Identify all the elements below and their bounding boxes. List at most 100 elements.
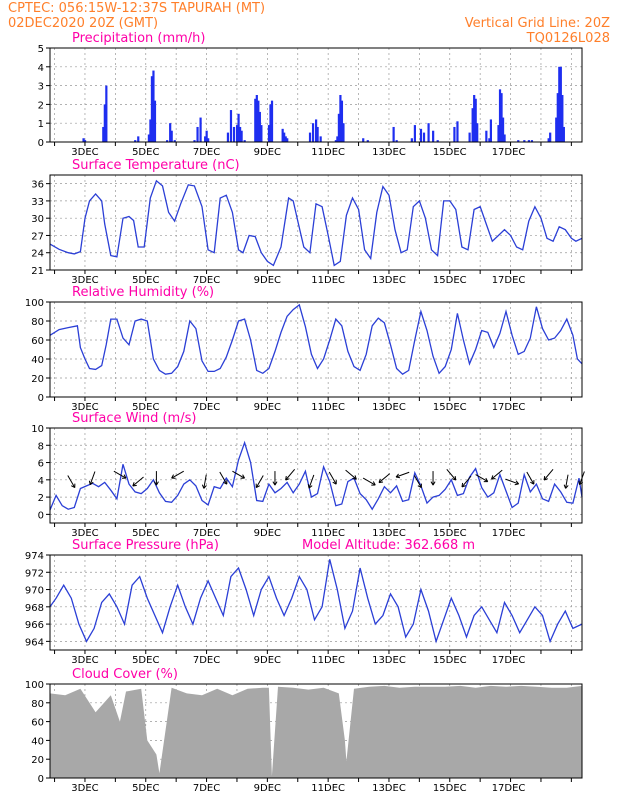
x-tick-label: 17DEC	[492, 147, 526, 158]
precip-bar	[226, 132, 230, 142]
precip-bar	[319, 136, 322, 142]
wind-arrow	[345, 469, 357, 480]
y-tick-label: 0	[38, 393, 44, 404]
wind-arrow-head	[530, 480, 535, 485]
panel-frame	[49, 427, 583, 524]
x-tick-label: 11DEC	[311, 275, 345, 286]
precip-bar	[137, 136, 140, 142]
wind-arrow	[67, 475, 76, 488]
precip-bar	[173, 140, 176, 142]
wind-arrow-head	[563, 484, 569, 489]
wind-arrow-head	[201, 484, 207, 489]
precip-bar	[199, 117, 202, 142]
precip-bar	[517, 140, 520, 142]
x-tick-label: 9DEC	[254, 147, 281, 158]
x-tick-label: 3DEC	[71, 275, 98, 286]
x-tick-label: 7DEC	[193, 275, 220, 286]
panel-frame	[49, 47, 583, 143]
wind-arrow	[475, 474, 488, 483]
x-tick-label: 11DEC	[311, 655, 345, 666]
precip-bar	[196, 126, 199, 142]
x-tick-label: 15DEC	[433, 402, 467, 413]
precip-bar	[419, 128, 423, 142]
y-tick-label: 40	[31, 355, 44, 366]
y-tick-label: 33	[31, 197, 44, 208]
wind-arrow	[255, 475, 264, 488]
y-tick-label: 100	[25, 298, 44, 309]
precip-bar	[340, 100, 344, 142]
precip-bar	[204, 136, 207, 142]
precip-bar	[315, 119, 318, 142]
wind-arrow-head	[307, 484, 313, 489]
y-tick-label: 8	[38, 441, 44, 452]
y-tick-label: 21	[31, 266, 44, 277]
precip-bar	[366, 140, 369, 142]
precip-bar	[284, 136, 287, 142]
y-tick-label: 40	[31, 736, 44, 747]
wind-arrow-head	[430, 481, 436, 486]
precip-bar	[105, 85, 108, 142]
precip-bar	[497, 125, 500, 142]
precip-bar	[152, 70, 155, 142]
x-tick-label: 5DEC	[132, 528, 159, 539]
precip-bar	[558, 66, 561, 142]
x-tick-label: 5DEC	[132, 655, 159, 666]
x-tick-label: 15DEC	[433, 783, 467, 794]
precip-bar	[235, 125, 239, 142]
wind-arrow-head	[483, 477, 489, 483]
precip-bar	[193, 140, 196, 142]
precip-bar	[166, 140, 169, 142]
cloud-cover-area	[50, 685, 582, 778]
precip-bar	[474, 98, 477, 142]
y-tick-label: 4	[38, 63, 44, 74]
y-tick-label: 0	[38, 138, 44, 149]
y-tick-label: 6	[38, 459, 44, 470]
wind-arrow-head	[352, 475, 357, 480]
y-tick-label: 60	[31, 718, 44, 729]
x-tick-label: 17DEC	[492, 275, 526, 286]
precip-bar	[410, 138, 413, 142]
precip-bar	[473, 95, 476, 142]
panel-frame	[49, 301, 583, 398]
precip-bar	[149, 119, 152, 142]
wind-arrow	[203, 474, 207, 489]
precip-bar	[342, 123, 345, 142]
y-tick-label: 972	[25, 568, 44, 579]
precip-bar	[153, 100, 157, 142]
precip-bar	[232, 126, 236, 142]
y-tick-label: 1	[38, 119, 44, 130]
y-tick-label: 0	[38, 510, 44, 521]
precip-bar	[240, 130, 243, 142]
precip-bar	[456, 121, 459, 142]
wind-arrow	[395, 471, 410, 478]
y-tick-label: 27	[31, 231, 44, 242]
wind-arrow-head	[451, 475, 457, 481]
panel-title: Cloud Cover (%)	[72, 667, 178, 682]
precip-bar	[561, 95, 564, 142]
precip-bar	[170, 130, 173, 142]
precip-bar	[270, 100, 274, 142]
x-tick-label: 7DEC	[193, 655, 220, 666]
precip-bar	[527, 140, 530, 142]
precip-bar	[82, 138, 85, 142]
y-tick-label: 4	[38, 476, 44, 487]
precip-bar	[549, 132, 552, 142]
precip-bar	[258, 111, 261, 142]
header-model-code: TQ0126L028	[526, 31, 610, 46]
x-tick-label: 17DEC	[492, 783, 526, 794]
precip-bar	[239, 126, 242, 142]
y-tick-label: 100	[25, 680, 44, 691]
y-tick-label: 5	[38, 44, 44, 55]
y-tick-label: 968	[25, 603, 44, 614]
wind-arrow	[171, 470, 184, 479]
series-line	[49, 179, 583, 267]
wind-arrow	[491, 469, 503, 480]
precip-bar	[286, 138, 289, 142]
wind-arrow-head	[395, 473, 401, 479]
y-tick-label: 974	[25, 551, 44, 562]
wind-arrow-head	[171, 474, 176, 479]
precip-bar	[559, 66, 562, 142]
wind-arrow	[328, 471, 337, 485]
x-tick-label: 15DEC	[433, 655, 467, 666]
precip-bar	[336, 136, 339, 142]
